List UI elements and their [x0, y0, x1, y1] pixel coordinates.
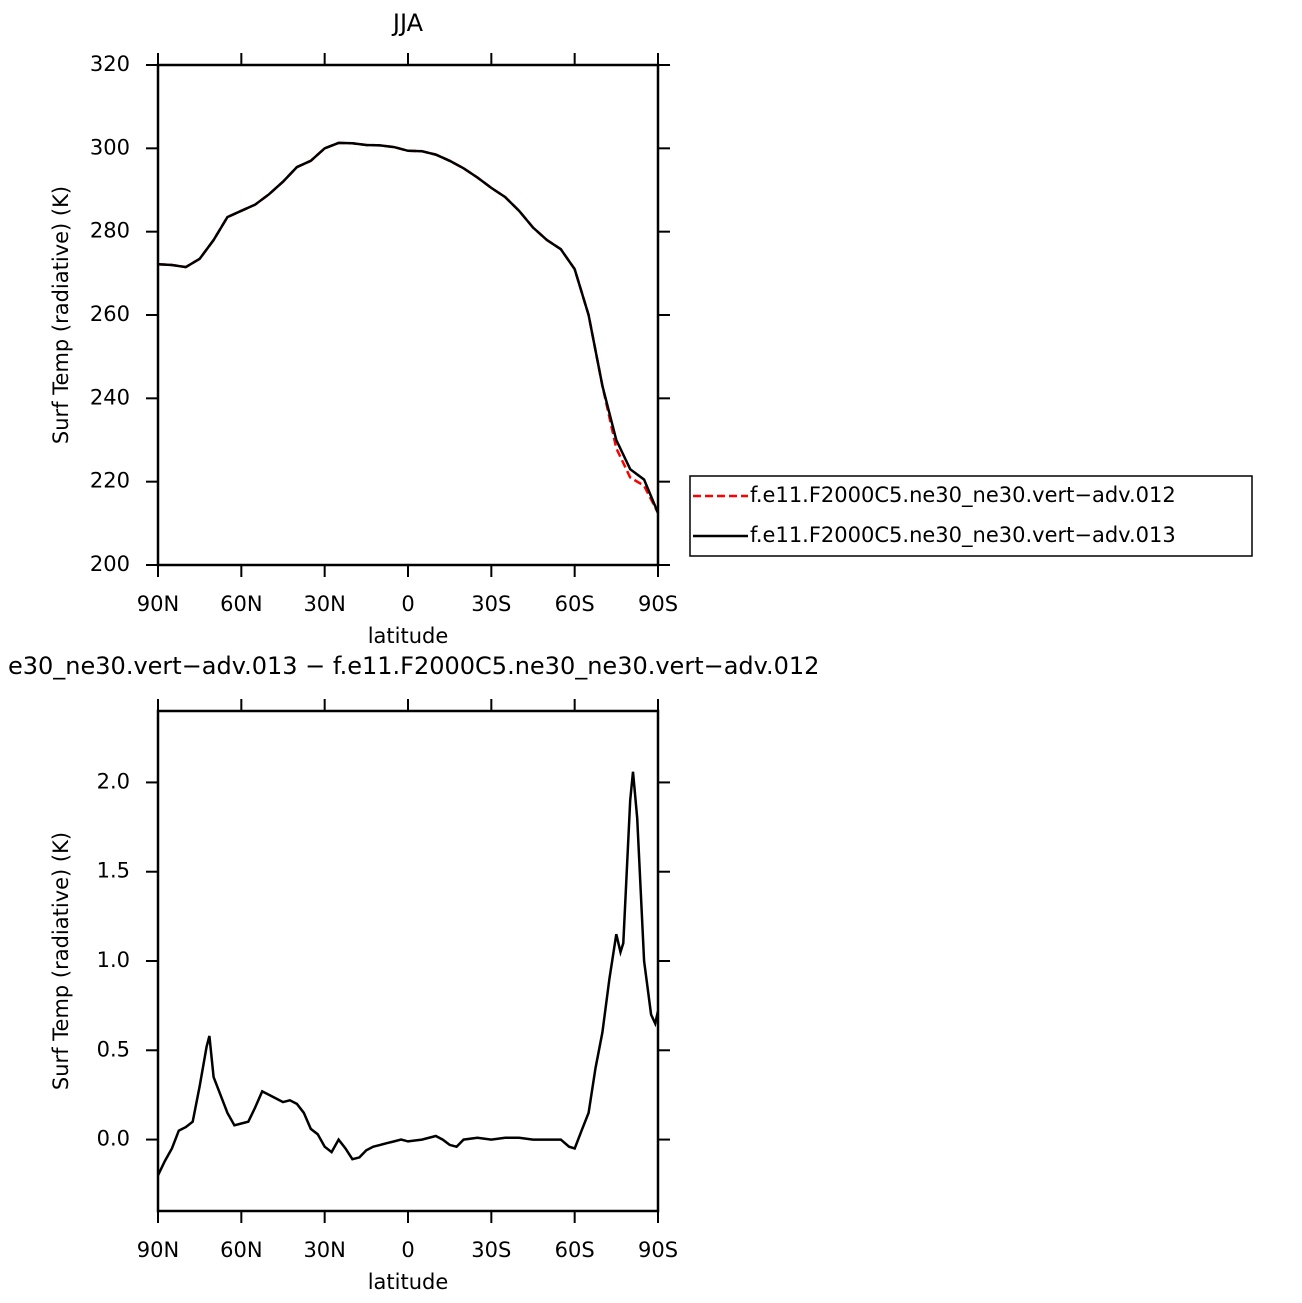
x-tick-label: 90S — [638, 592, 678, 616]
x-axis-label: latitude — [368, 624, 449, 648]
y-tick-label: 280 — [90, 219, 130, 243]
x-axis-label: latitude — [368, 1270, 449, 1294]
y-tick-label: 1.0 — [97, 948, 130, 972]
x-tick-label: 60S — [555, 1238, 595, 1262]
y-tick-label: 260 — [90, 302, 130, 326]
legend-box — [689, 475, 1253, 557]
data-line — [157, 141, 660, 514]
y-tick-label: 320 — [90, 52, 130, 76]
plot-frame — [156, 709, 660, 1213]
x-tick-label: 60N — [220, 592, 262, 616]
x-tick-label: 30N — [303, 592, 345, 616]
x-tick-label: 90N — [137, 592, 179, 616]
x-tick-label: 30S — [471, 1238, 511, 1262]
y-tick-label: 200 — [90, 552, 130, 576]
y-tick-label: 220 — [90, 469, 130, 493]
legend-label: f.e11.F2000C5.ne30_ne30.vert−adv.013 — [750, 523, 1176, 548]
y-axis-label: Surf Temp (radiative) (K) — [49, 832, 73, 1090]
data-line — [156, 771, 660, 1176]
chart-title: e30_ne30.vert−adv.013 − f.e11.F2000C5.ne… — [8, 652, 819, 680]
legend-label: f.e11.F2000C5.ne30_ne30.vert−adv.012 — [750, 483, 1176, 508]
x-tick-label: 90S — [638, 1238, 678, 1262]
x-tick-label: 90N — [137, 1238, 179, 1262]
y-tick-label: 0.5 — [97, 1037, 130, 1061]
data-line — [157, 141, 660, 514]
chart-title: JJA — [391, 9, 424, 37]
y-tick-label: 0.0 — [97, 1127, 130, 1151]
x-tick-label: 30S — [471, 592, 511, 616]
y-axis-label: Surf Temp (radiative) (K) — [49, 186, 73, 444]
y-tick-label: 240 — [90, 385, 130, 409]
y-tick-label: 2.0 — [97, 769, 130, 793]
x-tick-label: 60N — [220, 1238, 262, 1262]
y-tick-label: 300 — [90, 135, 130, 159]
plot-frame — [156, 63, 660, 567]
x-tick-label: 0 — [401, 592, 414, 616]
x-tick-label: 60S — [555, 592, 595, 616]
x-tick-label: 0 — [401, 1238, 414, 1262]
y-tick-label: 1.5 — [97, 859, 130, 883]
x-tick-label: 30N — [303, 1238, 345, 1262]
